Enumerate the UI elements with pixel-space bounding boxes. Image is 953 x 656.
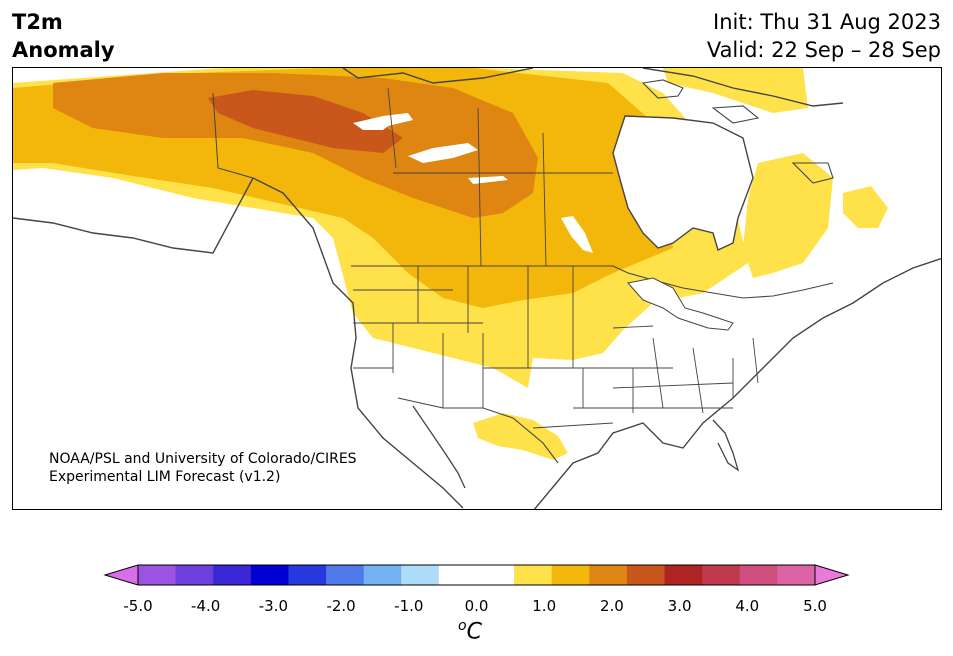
map-title: T2m Anomaly	[12, 8, 115, 64]
state-borders	[353, 266, 759, 429]
title-line-1: T2m	[12, 10, 63, 34]
colorbar-outline	[137, 564, 816, 586]
great-slave-lake	[353, 113, 413, 130]
colorbar-swatch	[551, 565, 590, 585]
colorbar-ticks: -5.0 -4.0 -3.0 -2.0 -1.0 0.0 1.0 2.0 3.0 4.0 5.0	[123, 597, 827, 615]
colorbar-tick-label: 1.0	[532, 597, 556, 615]
colorbar-tick-label: 5.0	[803, 597, 827, 615]
title-line-2: Anomaly	[12, 38, 115, 62]
colorbar-swatches	[138, 565, 816, 585]
units-celsius: C	[466, 619, 482, 645]
colorbar-tick-label: -2.0	[326, 597, 355, 615]
forecast-credit: NOAA/PSL and University of Colorado/CIRE…	[49, 450, 357, 486]
colorbar-swatch	[702, 565, 741, 585]
colorbar-tick-label: -4.0	[191, 597, 220, 615]
colorbar-swatch	[664, 565, 703, 585]
anomaly-fill-0p5-labrador	[843, 186, 888, 228]
colorbar-max-extend	[814, 564, 850, 586]
colorbar-tick-label: -1.0	[394, 597, 423, 615]
map-canvas	[13, 68, 941, 509]
colorbar-swatch	[777, 565, 816, 585]
colorbar-swatch	[326, 565, 365, 585]
colorbar-tick-label: 0.0	[465, 597, 489, 615]
anomaly-fill-0p5-east	[743, 153, 833, 278]
units-degree: o	[458, 618, 467, 634]
colorbar-swatch	[438, 565, 477, 585]
mexico-border	[397, 397, 559, 464]
colorbar-units: oC	[458, 618, 482, 644]
colorbar-tick-label: -3.0	[259, 597, 288, 615]
us-canada-border	[351, 265, 834, 299]
baja-california	[412, 405, 466, 489]
arctic-islands	[641, 79, 834, 184]
anomaly-fill-0p5-arctic	[663, 68, 808, 113]
colorbar-swatch	[401, 565, 440, 585]
credit-line-2: Experimental LIM Forecast (v1.2)	[49, 469, 281, 485]
colorbar: -5.0 -4.0 -3.0 -2.0 -1.0 0.0 1.0 2.0 3.0 4.0 5.0	[103, 564, 850, 615]
province-borders	[387, 87, 613, 267]
colorbar-swatch	[250, 565, 289, 585]
credit-line-1: NOAA/PSL and University of Colorado/CIRE…	[49, 451, 357, 467]
valid-date: Valid: 22 Sep – 28 Sep	[706, 38, 941, 62]
anomaly-fill-0p5-mexico	[473, 413, 568, 460]
anomaly-fill-2p0	[208, 90, 403, 153]
colorbar-swatch	[288, 565, 327, 585]
colorbar-swatch	[138, 565, 177, 585]
colorbar-swatch	[213, 565, 252, 585]
great-lakes	[627, 277, 734, 331]
forecast-dates: Init: Thu 31 Aug 2023 Valid: 22 Sep – 28…	[707, 8, 941, 64]
colorbar-swatch	[514, 565, 553, 585]
colorbar-swatch	[626, 565, 666, 585]
colorbar-tick-label: -5.0	[123, 597, 152, 615]
anomaly-map	[12, 67, 942, 510]
alaska-border	[212, 92, 254, 179]
colorbar-swatch	[476, 565, 515, 585]
hudson-bay	[612, 115, 754, 251]
colorbar-swatch	[175, 565, 214, 585]
florida	[712, 419, 740, 472]
anomaly-fill-1p5	[53, 73, 538, 218]
colorbar-swatch	[363, 565, 402, 585]
lake-winnipeg	[561, 216, 593, 253]
colorbar-swatch	[589, 565, 628, 585]
colorbar-tick-label: 4.0	[735, 597, 759, 615]
init-date: Init: Thu 31 Aug 2023	[713, 10, 941, 34]
great-bear-lake-area	[408, 143, 478, 163]
lake-athabasca	[468, 176, 508, 184]
colorbar-min-extend	[103, 564, 139, 586]
colorbar-tick-label: 2.0	[600, 597, 624, 615]
colorbar-tick-label: 3.0	[668, 597, 692, 615]
colorbar-swatch	[739, 565, 778, 585]
